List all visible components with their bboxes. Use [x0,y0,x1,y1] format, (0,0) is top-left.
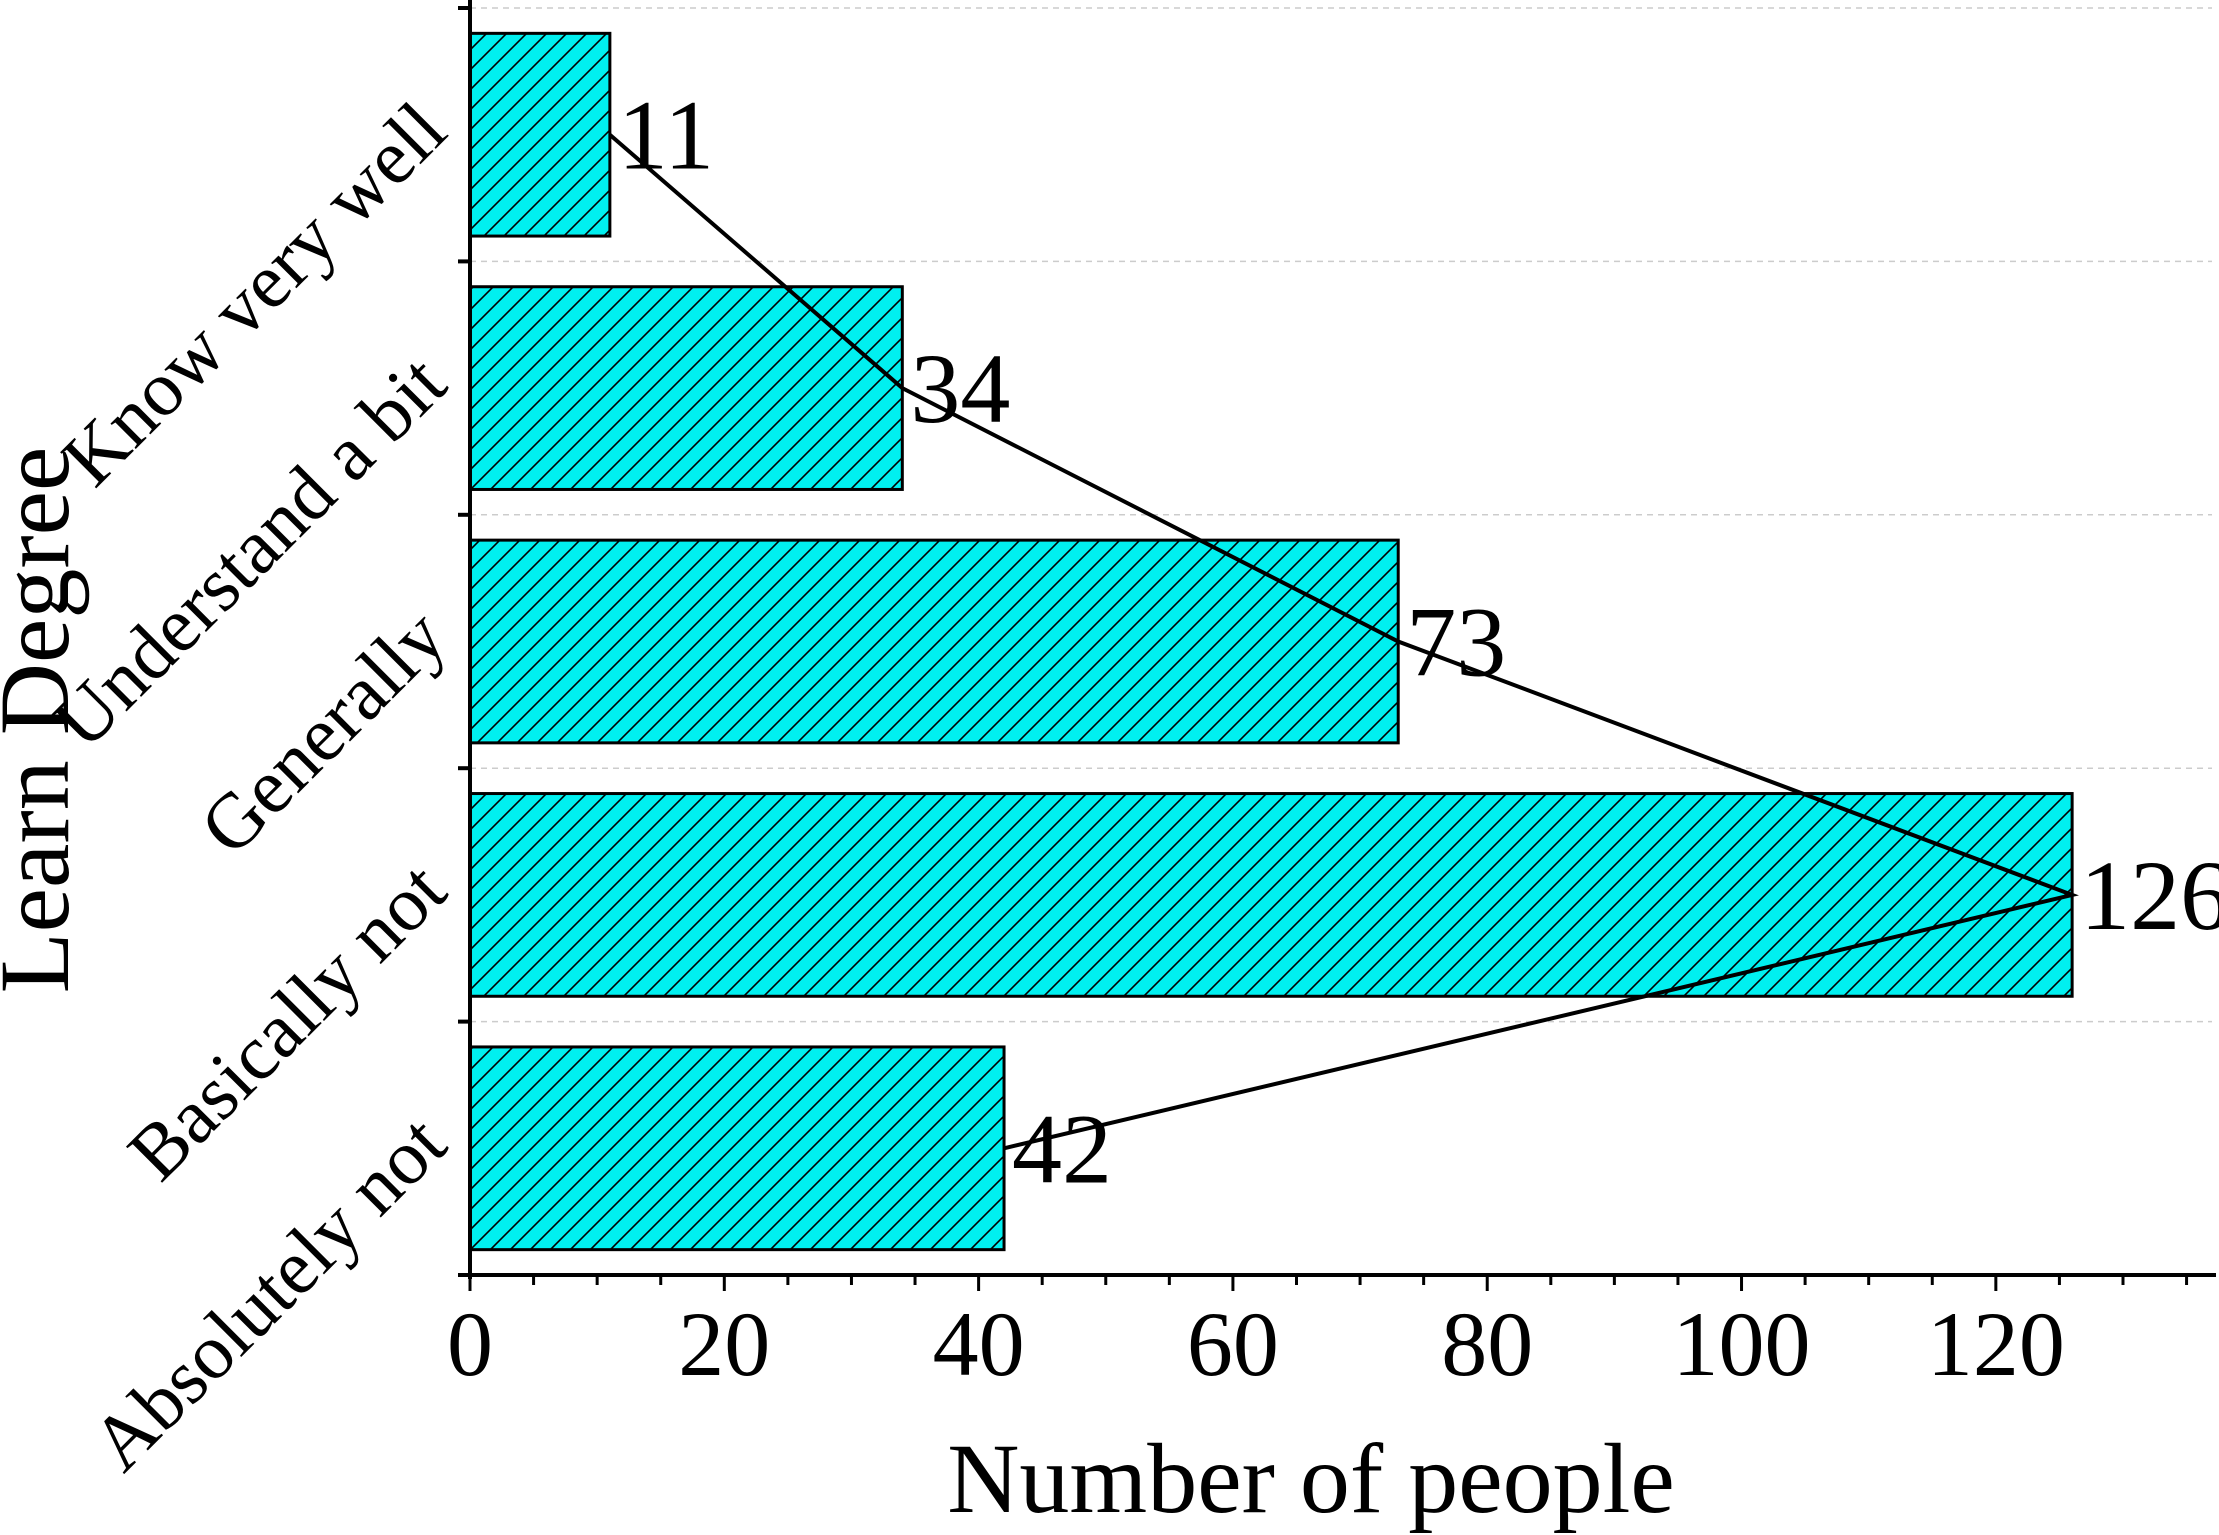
x-tick-label: 40 [933,1293,1025,1395]
bar-generally [468,538,1400,745]
axes [458,0,2216,1291]
grid-lines [470,7,2212,1023]
bar-absolutely-not [468,1045,1006,1252]
bar-understand-a-bit [468,285,904,491]
trend-line-group [608,133,2079,1151]
x-axis-title: Number of people [947,1423,1675,1534]
x-tick-label: 0 [447,1293,493,1395]
x-tick-label: 100 [1673,1293,1811,1395]
bar-know-very-well [468,31,612,238]
data-label: 34 [910,333,1010,444]
y-axis-title: Learn Degree [0,447,90,994]
data-label: 73 [1406,587,1506,698]
x-tick-label: 120 [1927,1293,2065,1395]
x-tick-label: 60 [1187,1293,1279,1395]
data-label: 42 [1012,1093,1112,1204]
trend-line [608,133,2079,1151]
data-label: 11 [618,80,714,191]
bar-basically-not [468,792,2074,998]
data-label: 126 [2080,840,2219,951]
x-tick-label: 80 [1441,1293,1533,1395]
x-tick-label: 20 [678,1293,770,1395]
bars [468,31,2074,1252]
